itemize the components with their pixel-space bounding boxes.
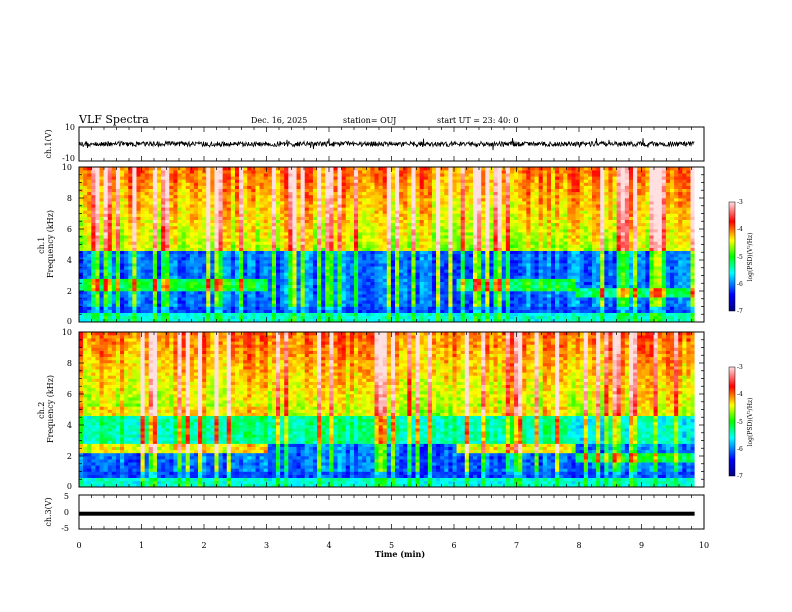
colorbar-1-label: log(PSD)(V²/Hz) [747, 233, 754, 282]
ch1-spec-yticks: 0 2 4 6 8 10 [62, 163, 72, 326]
spec2-ytick-2: 2 [67, 452, 72, 461]
spec1-ytick-0: 0 [67, 317, 72, 326]
spec1-ytick-2: 2 [67, 287, 72, 296]
ch1-spectrogram-image [79, 167, 704, 323]
cb1-tick-m3: -3 [737, 199, 743, 206]
colorbar-1 [728, 201, 736, 312]
ch3-ytick-bottom: -5 [61, 524, 69, 533]
colorbar-2 [728, 366, 736, 477]
ch1-ylabel: ch.1(V) [44, 129, 53, 158]
ch2-spec-ylabel: ch.2 Frequency (kHz) [37, 375, 55, 443]
cb2-tick-m7: -7 [737, 473, 743, 480]
spec2-ytick-0: 0 [67, 482, 72, 491]
station-label: station= OUJ [343, 116, 396, 125]
spec1-ytick-8: 8 [67, 194, 72, 203]
colorbar-2-ticks: -3 -4 -5 -6 -7 [737, 364, 743, 480]
ch2-spec-yticks: 0 2 4 6 8 10 [62, 328, 72, 491]
panel-ch1-waveform: 10 -10 ch.1(V) [44, 123, 705, 163]
colorbar-2-label: log(PSD)(V²/Hz) [747, 398, 754, 447]
cb2-tick-m4: -4 [737, 391, 743, 398]
ch2-spectrogram-image [79, 332, 704, 488]
ch3-ylabel: ch.3(V) [44, 497, 53, 526]
spec1-ytick-10: 10 [62, 163, 72, 172]
x-tick-label-8: 8 [576, 541, 581, 550]
spec2-ytick-8: 8 [67, 359, 72, 368]
ch3-waveform-trace [79, 511, 695, 516]
ch1-waveform-trace [78, 137, 695, 151]
x-tick-label-10: 10 [699, 541, 709, 550]
ch1-ytick-top: 10 [65, 123, 75, 132]
x-tick-label-4: 4 [326, 541, 331, 550]
tick-marks-path [78, 127, 705, 529]
panel-ch2-spectrogram: 0 2 4 6 8 10 ch.2 Frequency (kHz) -3 -4 … [37, 328, 754, 491]
cb2-tick-m5: -5 [737, 419, 743, 426]
x-tick-label-7: 7 [514, 541, 519, 550]
x-tick-label-6: 6 [451, 541, 456, 550]
ch1-spec-ylabel: ch.1 Frequency (kHz) [37, 210, 55, 278]
spec1-ytick-4: 4 [67, 256, 72, 265]
x-tick-label-2: 2 [201, 541, 206, 550]
x-axis-label: Time (min) [375, 549, 425, 559]
ch1-spec-ylabel-line1: ch.1 [37, 237, 46, 254]
panel-ch3-waveform: 5 0 -5 ch.3(V) [44, 492, 705, 533]
cb2-tick-m3: -3 [737, 364, 743, 371]
x-tick-label-1: 1 [139, 541, 144, 550]
x-tick-label-3: 3 [264, 541, 269, 550]
panel-ch1-spectrogram: 0 2 4 6 8 10 ch.1 Frequency (kHz) -3 -4 … [37, 163, 754, 326]
x-tick-label-9: 9 [639, 541, 644, 550]
x-axis-tick-labels: 0 1 2 3 4 5 6 7 8 9 10 [76, 541, 709, 550]
x-tick-label-0: 0 [76, 541, 81, 550]
ch2-spec-ylabel-line1: ch.2 [37, 402, 46, 419]
date-label: Dec. 16, 2025 [251, 116, 307, 125]
cb1-tick-m5: -5 [737, 254, 743, 261]
spec2-ytick-4: 4 [67, 421, 72, 430]
colorbar-1-ticks: -3 -4 -5 -6 -7 [737, 199, 743, 315]
cb1-tick-m4: -4 [737, 226, 743, 233]
axis-tick-marks [78, 127, 705, 529]
ch1-spec-ylabel-line2: Frequency (kHz) [46, 210, 55, 278]
x-tick-label-5: 5 [389, 541, 394, 550]
ch3-ytick-top: 5 [64, 492, 69, 501]
spec2-ytick-10: 10 [62, 328, 72, 337]
start-time-label: start UT = 23: 40: 0 [437, 116, 518, 125]
ch1-ytick-bottom: -10 [62, 154, 75, 163]
spec2-ytick-6: 6 [67, 390, 72, 399]
cb2-tick-m6: -6 [737, 446, 743, 453]
ch3-ytick-mid: 0 [64, 508, 69, 517]
spec1-ytick-6: 6 [67, 225, 72, 234]
cb1-tick-m7: -7 [737, 308, 743, 315]
figure-title: VLF Spectra [78, 113, 149, 126]
cb1-tick-m6: -6 [737, 281, 743, 288]
ch2-spec-ylabel-line2: Frequency (kHz) [46, 375, 55, 443]
